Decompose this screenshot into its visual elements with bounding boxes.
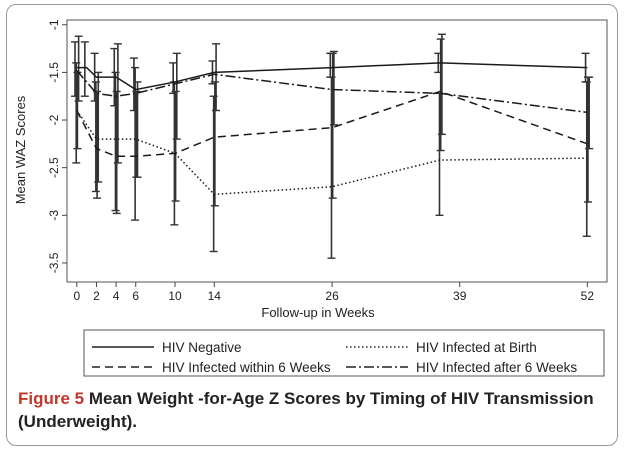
figure-label: Figure 5 [18, 389, 85, 408]
series-line-2 [76, 90, 588, 157]
series-line-3 [76, 70, 588, 114]
y-tick-label: -1.5 [47, 62, 61, 83]
x-tick-label: 6 [132, 289, 139, 303]
legend-label-hiv-at-birth: HIV Infected at Birth [416, 340, 537, 355]
y-tick-label: -3 [47, 210, 61, 221]
x-tick-label: 39 [453, 289, 467, 303]
plot-area [66, 19, 608, 283]
series-line-1 [76, 110, 588, 196]
x-tick-label: 10 [168, 289, 182, 303]
x-tick-label: 0 [73, 289, 80, 303]
x-tick-label: 2 [93, 289, 100, 303]
x-axis-title: Follow-up in Weeks [261, 305, 375, 320]
y-tick-label: -1 [47, 19, 61, 30]
x-tick-label: 26 [325, 289, 339, 303]
y-tick-label: -3.5 [47, 252, 61, 273]
x-tick-label: 52 [581, 289, 595, 303]
figure-title: Mean Weight -for-Age Z Scores by Timing … [18, 389, 594, 431]
figure-caption: Figure 5 Mean Weight -for-Age Z Scores b… [18, 387, 608, 433]
series-line-0 [76, 62, 588, 91]
legend-box [83, 329, 605, 377]
legend-label-hiv-after-6-weeks: HIV Infected after 6 Weeks [416, 360, 577, 375]
chart-ticks: -1 -1.5 -2 -2.5 -3 -3.5 0 2 4 6 10 14 26 39 52 [47, 19, 594, 303]
legend: HIV Negative HIV Infected at Birth HIV I… [92, 340, 577, 375]
x-tick-label: 4 [113, 289, 120, 303]
y-axis-title: Mean WAZ Scores [13, 95, 28, 204]
x-tick-label: 14 [208, 289, 222, 303]
legend-label-hiv-within-6-weeks: HIV Infected within 6 Weeks [162, 360, 331, 375]
legend-label-hiv-negative: HIV Negative [162, 340, 242, 355]
y-tick-label: -2.5 [47, 157, 61, 178]
y-tick-label: -2 [47, 114, 61, 125]
chart-marks [71, 33, 594, 259]
